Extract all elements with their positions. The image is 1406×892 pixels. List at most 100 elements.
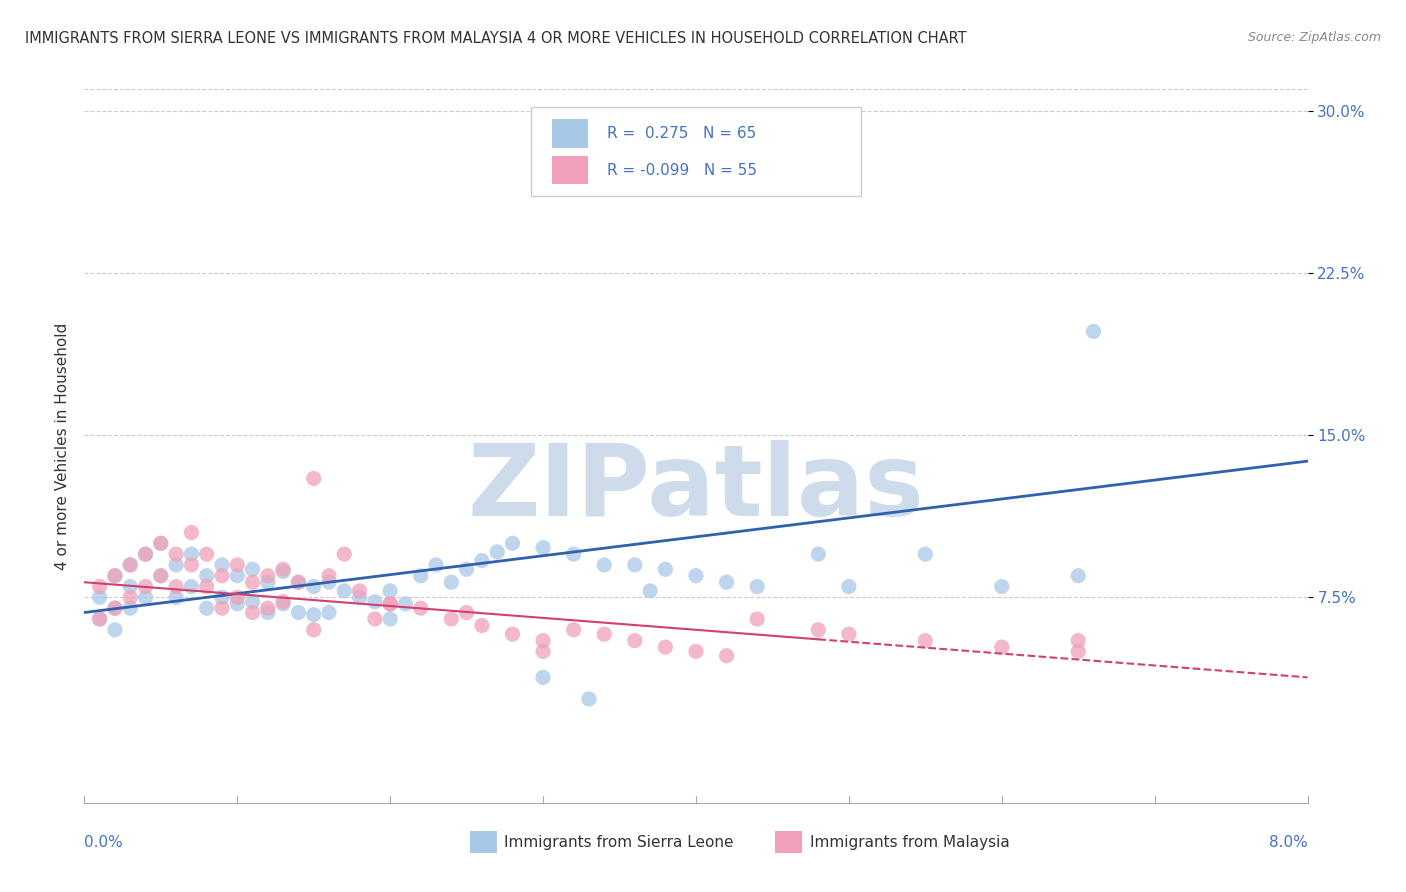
Bar	[551, 156, 588, 185]
Point	[380, 597, 402, 611]
Point	[807, 547, 830, 561]
Point	[195, 547, 218, 561]
Point	[380, 597, 402, 611]
Text: Immigrants from Malaysia: Immigrants from Malaysia	[810, 835, 1010, 849]
Point	[716, 648, 738, 663]
Point	[211, 601, 233, 615]
Point	[624, 558, 647, 572]
Point	[318, 575, 340, 590]
Y-axis label: 4 or more Vehicles in Household: 4 or more Vehicles in Household	[55, 322, 70, 570]
Point	[593, 558, 616, 572]
Point	[226, 568, 249, 582]
Point	[257, 601, 280, 615]
Point	[195, 568, 218, 582]
Point	[271, 597, 294, 611]
Point	[685, 568, 707, 582]
Point	[747, 612, 769, 626]
Point	[914, 633, 936, 648]
Point	[302, 623, 325, 637]
Point	[747, 580, 769, 594]
Point	[287, 575, 309, 590]
Point	[104, 568, 127, 582]
Point	[302, 580, 325, 594]
Point	[440, 575, 463, 590]
Point	[471, 618, 494, 632]
Point	[226, 591, 249, 605]
Text: IMMIGRANTS FROM SIERRA LEONE VS IMMIGRANTS FROM MALAYSIA 4 OR MORE VEHICLES IN H: IMMIGRANTS FROM SIERRA LEONE VS IMMIGRAN…	[25, 31, 967, 46]
Point	[578, 164, 600, 178]
Point	[120, 591, 142, 605]
Point	[394, 597, 416, 611]
Bar	[776, 831, 803, 853]
Bar	[551, 119, 588, 147]
Point	[380, 583, 402, 598]
Point	[333, 547, 356, 561]
Point	[89, 591, 111, 605]
Text: ZIPatlas: ZIPatlas	[468, 441, 924, 537]
Point	[135, 547, 157, 561]
Point	[104, 568, 127, 582]
Point	[578, 692, 600, 706]
Point	[120, 558, 142, 572]
Point	[104, 601, 127, 615]
Point	[89, 580, 111, 594]
Point	[716, 575, 738, 590]
Point	[180, 525, 202, 540]
Point	[211, 591, 233, 605]
Point	[211, 568, 233, 582]
FancyBboxPatch shape	[531, 107, 860, 196]
Point	[287, 606, 309, 620]
Point	[531, 541, 554, 555]
Point	[624, 633, 647, 648]
Point	[1067, 644, 1090, 658]
Point	[502, 627, 524, 641]
Point	[409, 601, 432, 615]
Point	[135, 580, 157, 594]
Point	[654, 640, 676, 654]
Point	[89, 612, 111, 626]
Point	[486, 545, 509, 559]
Point	[456, 562, 478, 576]
Point	[409, 568, 432, 582]
Text: 0.0%: 0.0%	[84, 835, 124, 849]
Text: R =  0.275   N = 65: R = 0.275 N = 65	[606, 126, 756, 141]
Point	[120, 580, 142, 594]
Point	[149, 568, 172, 582]
Point	[104, 601, 127, 615]
Point	[271, 562, 294, 576]
Bar	[470, 831, 496, 853]
Point	[562, 547, 585, 561]
Point	[211, 558, 233, 572]
Point	[180, 580, 202, 594]
Point	[287, 575, 309, 590]
Point	[593, 627, 616, 641]
Text: Source: ZipAtlas.com: Source: ZipAtlas.com	[1247, 31, 1381, 45]
Point	[1067, 568, 1090, 582]
Point	[257, 606, 280, 620]
Point	[271, 595, 294, 609]
Point	[89, 612, 111, 626]
Point	[195, 601, 218, 615]
Point	[242, 575, 264, 590]
Point	[302, 607, 325, 622]
Point	[807, 623, 830, 637]
Point	[120, 601, 142, 615]
Point	[226, 597, 249, 611]
Point	[531, 670, 554, 684]
Point	[180, 558, 202, 572]
Point	[120, 558, 142, 572]
Point	[914, 547, 936, 561]
Point	[1067, 633, 1090, 648]
Point	[654, 562, 676, 576]
Point	[364, 595, 387, 609]
Text: Immigrants from Sierra Leone: Immigrants from Sierra Leone	[503, 835, 734, 849]
Point	[364, 612, 387, 626]
Point	[531, 644, 554, 658]
Point	[180, 547, 202, 561]
Point	[1083, 325, 1105, 339]
Text: 8.0%: 8.0%	[1268, 835, 1308, 849]
Point	[165, 580, 187, 594]
Point	[195, 580, 218, 594]
Point	[456, 606, 478, 620]
Point	[135, 591, 157, 605]
